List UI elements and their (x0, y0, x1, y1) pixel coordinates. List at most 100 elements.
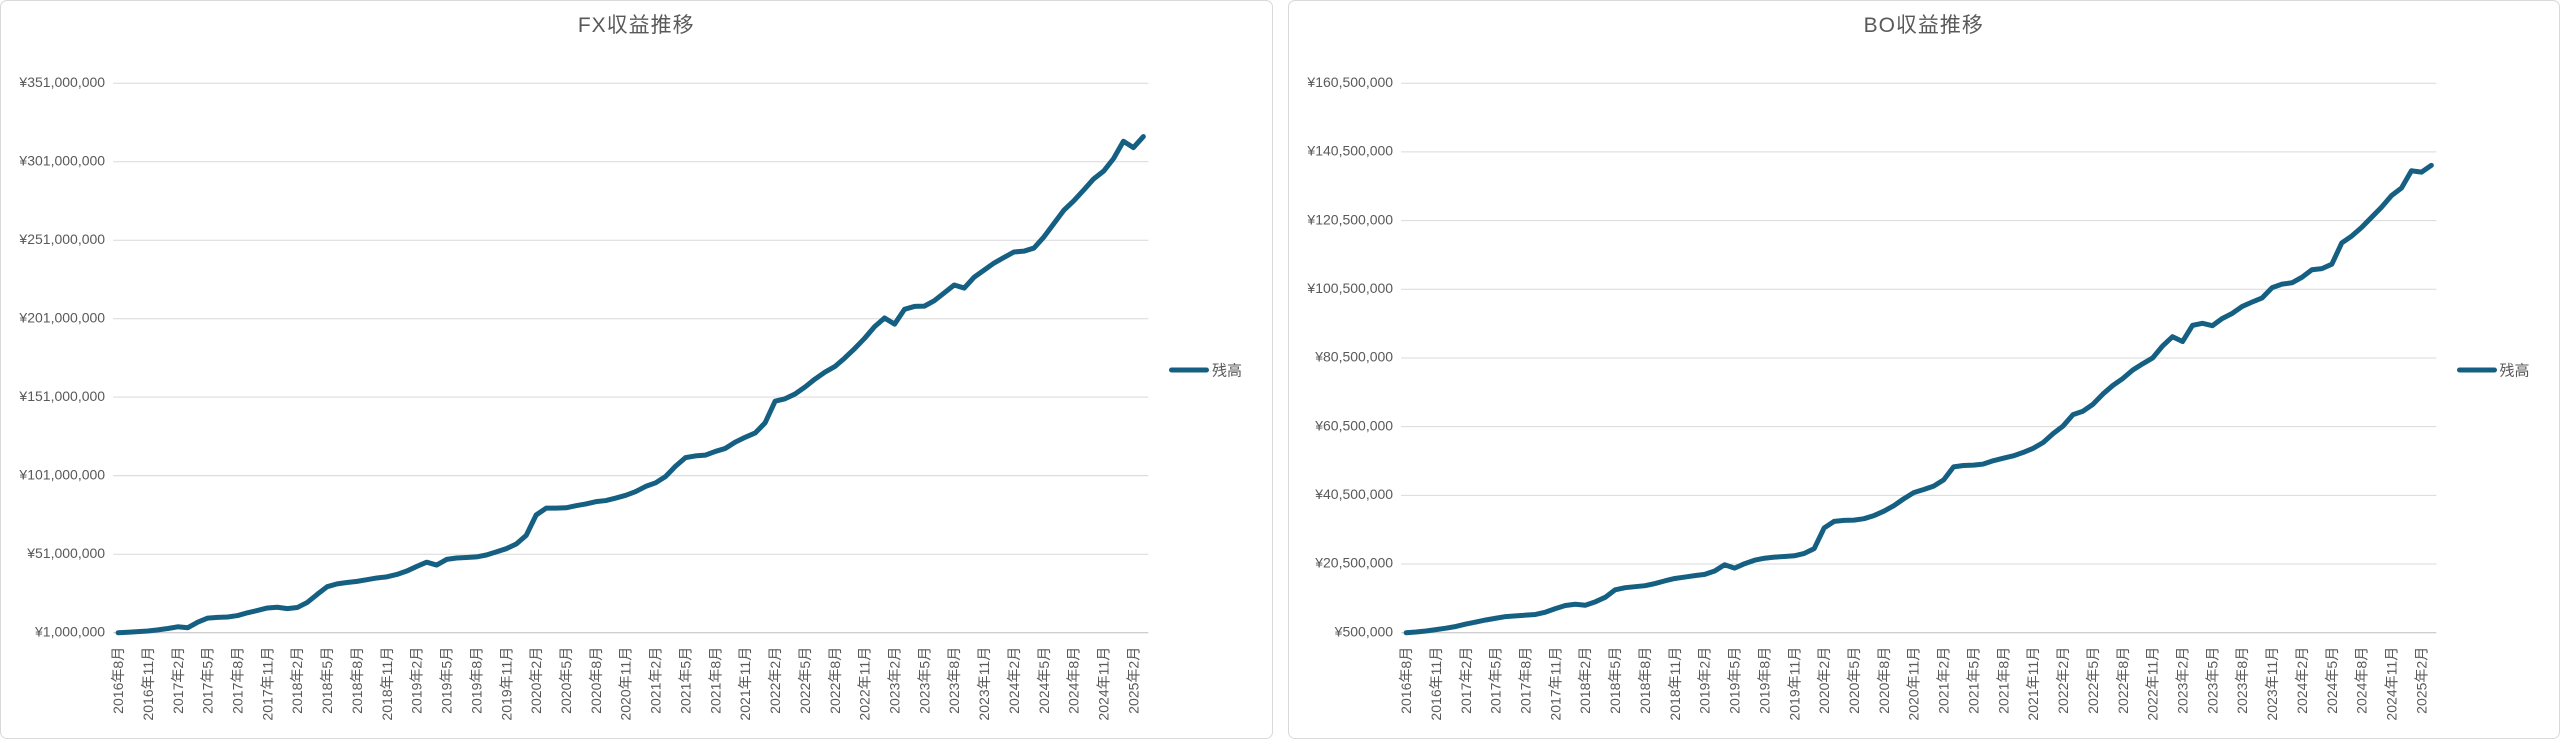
x-tick-label: 2021年2月 (1935, 647, 1951, 714)
x-tick-label: 2020年2月 (1816, 647, 1832, 714)
y-tick-label: ¥151,000,000 (18, 388, 105, 404)
bo-chart-panel[interactable]: BO収益推移 ¥500,000 ¥20,500,000 ¥40,500,000 ¥60… (1287, 0, 2560, 739)
x-tick-label: 2018年2月 (1577, 647, 1593, 714)
x-tick-label: 2020年8月 (588, 647, 604, 714)
y-tick-label: ¥20,500,000 (1314, 555, 1393, 571)
x-tick-label: 2017年2月 (170, 647, 186, 714)
y-tick-label: ¥80,500,000 (1314, 349, 1393, 365)
x-tick-label: 2021年8月 (707, 647, 723, 714)
x-tick-label: 2022年2月 (2055, 647, 2071, 714)
x-tick-label: 2019年2月 (409, 647, 425, 714)
fx-legend-label: 残高 (1212, 362, 1243, 379)
x-tick-label: 2024年5月 (2323, 647, 2339, 714)
x-tick-label: 2022年2月 (767, 647, 783, 714)
x-tick-label: 2024年11月 (1096, 647, 1112, 721)
balance-series-line[interactable] (1403, 162, 2434, 636)
x-tick-label: 2023年5月 (916, 647, 932, 714)
x-tick-label: 2018年11月 (379, 647, 395, 721)
x-tick-label: 2022年5月 (2084, 647, 2100, 714)
x-tick-label: 2019年8月 (1756, 647, 1772, 714)
x-tick-label: 2017年8月 (1517, 647, 1533, 714)
x-tick-label: 2018年11月 (1666, 647, 1682, 721)
x-tick-label: 2018年8月 (1637, 647, 1653, 714)
x-tick-label: 2023年11月 (976, 647, 992, 721)
y-tick-label: ¥101,000,000 (18, 466, 105, 482)
y-tick-label: ¥51,000,000 (26, 545, 105, 561)
fx-chart-plot: ¥1,000,000 ¥51,000,000 ¥101,000,000 ¥151,00… (18, 74, 1149, 721)
x-tick-label: 2021年5月 (678, 647, 694, 714)
y-tick-label: ¥351,000,000 (18, 74, 105, 90)
x-tick-label: 2022年5月 (797, 647, 813, 714)
x-tick-label: 2021年11月 (2025, 647, 2041, 721)
x-tick-label: 2017年11月 (1547, 647, 1563, 721)
x-tick-label: 2017年8月 (230, 647, 246, 714)
x-tick-label: 2018年8月 (349, 647, 365, 714)
x-tick-label: 2021年8月 (1995, 647, 2011, 714)
x-tick-label: 2017年11月 (259, 647, 275, 721)
x-tick-label: 2017年5月 (1487, 647, 1503, 714)
bo-legend[interactable]: 残高 (2456, 359, 2530, 380)
y-tick-label: ¥201,000,000 (18, 309, 105, 325)
x-tick-label: 2019年8月 (468, 647, 484, 714)
x-tick-label: 2021年11月 (737, 647, 753, 721)
y-tick-label: ¥120,500,000 (1306, 211, 1393, 227)
y-tick-label: ¥251,000,000 (18, 231, 105, 247)
x-tick-label: 2022年8月 (2114, 647, 2130, 714)
fx-chart-title: FX収益推移 (577, 14, 695, 37)
x-tick-label: 2023年2月 (2174, 647, 2190, 714)
x-tick-label: 2020年5月 (1846, 647, 1862, 714)
x-tick-label: 2024年5月 (1036, 647, 1052, 714)
x-tick-label: 2024年11月 (2383, 647, 2399, 721)
fx-legend[interactable]: 残高 (1169, 359, 1242, 380)
y-tick-label: ¥60,500,000 (1314, 417, 1393, 433)
x-tick-label: 2020年11月 (618, 647, 634, 721)
x-tick-label: 2024年8月 (1066, 647, 1082, 714)
balance-series-line[interactable] (115, 134, 1146, 636)
bo-chart-title: BO収益推移 (1863, 14, 1984, 37)
y-tick-label: ¥140,500,000 (1306, 143, 1393, 159)
bo-legend-label: 残高 (2499, 362, 2530, 379)
x-tick-label: 2017年2月 (1457, 647, 1473, 714)
y-tick-label: ¥301,000,000 (18, 152, 105, 168)
y-tick-label: ¥160,500,000 (1306, 74, 1393, 90)
x-tick-label: 2019年5月 (439, 647, 455, 714)
y-tick-label: ¥100,500,000 (1306, 280, 1393, 296)
x-tick-label: 2025年2月 (2413, 647, 2429, 714)
x-tick-label: 2023年2月 (887, 647, 903, 714)
x-tick-label: 2020年8月 (1875, 647, 1891, 714)
x-tick-label: 2018年5月 (319, 647, 335, 714)
bo-legend-line-swatch (2456, 367, 2497, 372)
x-tick-label: 2024年2月 (2294, 647, 2310, 714)
x-tick-label: 2023年5月 (2204, 647, 2220, 714)
y-tick-label: ¥500,000 (1333, 623, 1393, 639)
fx-legend-line-swatch (1169, 367, 1209, 372)
x-tick-label: 2019年11月 (1786, 647, 1802, 721)
x-tick-label: 2020年2月 (528, 647, 544, 714)
x-tick-label: 2021年2月 (648, 647, 664, 714)
x-tick-label: 2024年8月 (2353, 647, 2369, 714)
x-tick-label: 2018年5月 (1607, 647, 1623, 714)
x-tick-label: 2023年8月 (946, 647, 962, 714)
x-tick-label: 2016年11月 (140, 647, 156, 721)
y-tick-label: ¥40,500,000 (1314, 486, 1393, 502)
x-tick-label: 2016年8月 (1398, 647, 1414, 714)
fx-chart-panel[interactable]: FX収益推移 ¥1,000,000 ¥51,000,000 ¥101,000,000… (0, 0, 1273, 739)
x-tick-label: 2019年5月 (1726, 647, 1742, 714)
x-tick-label: 2022年11月 (2144, 647, 2160, 721)
bo-chart-plot: ¥500,000 ¥20,500,000 ¥40,500,000 ¥60,500,00… (1306, 74, 2436, 721)
x-tick-label: 2021年5月 (1965, 647, 1981, 714)
x-tick-label: 2019年11月 (498, 647, 514, 721)
x-tick-label: 2019年2月 (1696, 647, 1712, 714)
x-tick-label: 2023年11月 (2264, 647, 2280, 721)
x-tick-label: 2016年11月 (1427, 647, 1443, 721)
x-tick-label: 2016年8月 (110, 647, 126, 714)
x-tick-label: 2017年5月 (200, 647, 216, 714)
x-tick-label: 2022年11月 (857, 647, 873, 721)
x-tick-label: 2024年2月 (1006, 647, 1022, 714)
x-tick-label: 2022年8月 (827, 647, 843, 714)
x-tick-label: 2025年2月 (1125, 647, 1141, 714)
y-tick-label: ¥1,000,000 (34, 623, 105, 639)
x-tick-label: 2020年5月 (558, 647, 574, 714)
x-tick-label: 2023年8月 (2234, 647, 2250, 714)
